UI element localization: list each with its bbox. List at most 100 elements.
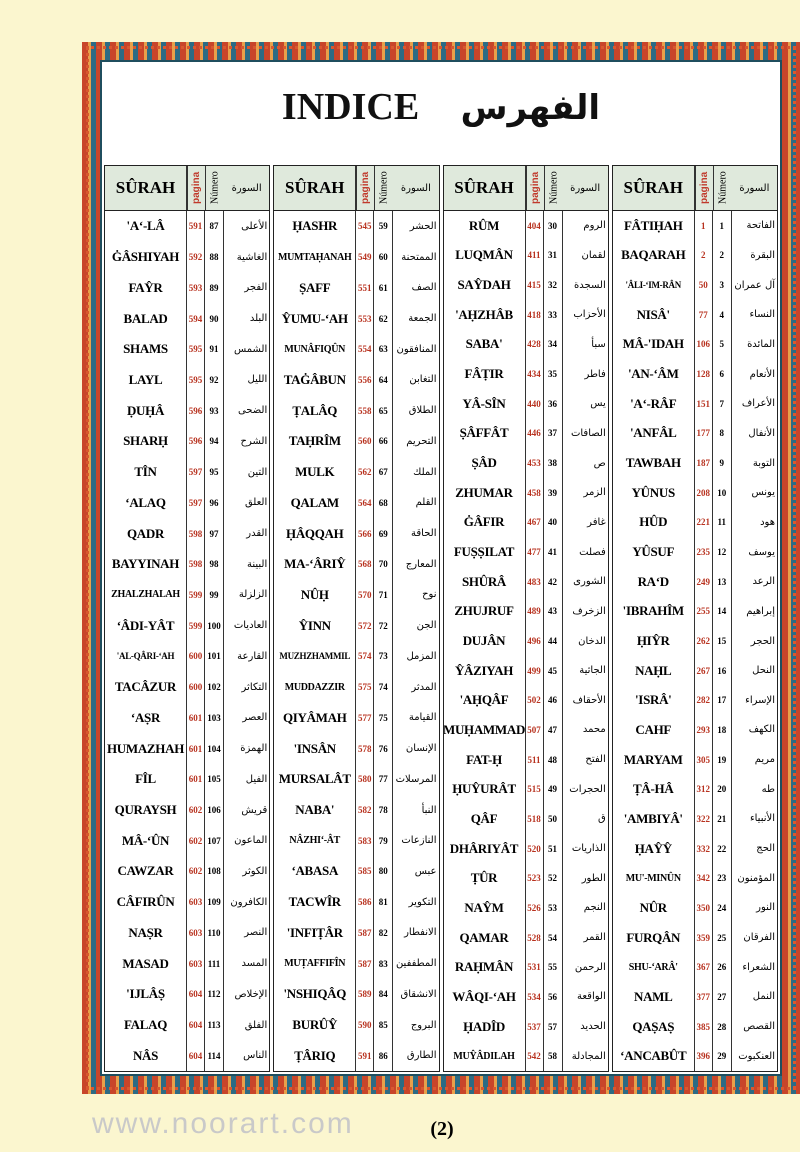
surah-number: 57 bbox=[544, 1011, 563, 1042]
surah-latin-name: NÛḤ bbox=[274, 579, 357, 611]
table-row: ZHALZHALAH 599 99 الزلزلة bbox=[105, 579, 269, 611]
surah-latin-name: 'INFIṬÂR bbox=[274, 917, 357, 949]
surah-number: 110 bbox=[205, 917, 224, 949]
table-row: QÂF 518 50 ق bbox=[444, 804, 608, 834]
surah-number: 7 bbox=[713, 388, 732, 419]
surah-latin-name: 'AMBIYÂ' bbox=[613, 804, 695, 834]
surah-table: SÛRAH pagina Número السورة ḤASHR 545 59 الحشر MU… bbox=[273, 165, 440, 1072]
surah-arabic-name: التوبة bbox=[752, 457, 775, 469]
surah-arabic-name: ق bbox=[597, 813, 606, 825]
table-row: SHU-‘ARÂ' 367 26 الشعراء bbox=[613, 952, 777, 983]
surah-arabic-name: المعارج bbox=[405, 558, 437, 570]
page-number-cell: 604 bbox=[187, 1009, 205, 1041]
surah-latin-name: SHARḤ bbox=[105, 426, 187, 457]
table-row: ṢAFF 551 61 الصف bbox=[274, 272, 438, 304]
table-row: WÂQI-‘AH 534 56 الواقعة bbox=[444, 982, 608, 1012]
surah-number: 90 bbox=[205, 303, 224, 334]
surah-arabic-name: الغاشية bbox=[236, 251, 268, 263]
surah-latin-name: FÎL bbox=[105, 763, 187, 795]
table-row: 'ANFÂL 177 8 الأنفال bbox=[613, 418, 777, 449]
table-row: 'IBRAHÎM 255 14 إبراهيم bbox=[613, 596, 777, 627]
surah-arabic-name: الحجرات bbox=[569, 783, 606, 795]
surah-number: 48 bbox=[544, 744, 563, 775]
table-row: QADR 598 97 القدر bbox=[105, 518, 269, 549]
surah-arabic-name: الأنبياء bbox=[749, 813, 775, 825]
surah-number: 114 bbox=[205, 1040, 224, 1072]
table-row: NABA' 582 78 النبأ bbox=[274, 794, 438, 826]
table-row: ṢÂFFÂT 446 37 الصافات bbox=[444, 418, 608, 449]
header-numero: Número bbox=[543, 166, 563, 210]
table-row: SHÛRÂ 483 42 الشورى bbox=[444, 566, 608, 597]
page-number-cell: 602 bbox=[187, 794, 205, 826]
surah-arabic-name: الانفطار bbox=[404, 927, 437, 939]
page-number-cell: 601 bbox=[187, 702, 205, 734]
surah-number: 45 bbox=[544, 655, 563, 686]
surah-latin-name: TÎN bbox=[105, 456, 187, 488]
table-row: ḤADÎD 537 57 الحديد bbox=[444, 1011, 608, 1042]
page-number-cell: 2 bbox=[695, 240, 713, 271]
surah-latin-name: NÛR bbox=[613, 893, 695, 923]
page-number-cell: 489 bbox=[526, 596, 544, 627]
surah-arabic-name: القيامة bbox=[408, 712, 437, 724]
page-number-cell: 594 bbox=[187, 303, 205, 334]
page-number-cell: 415 bbox=[526, 270, 544, 300]
page-number-cell: 599 bbox=[187, 579, 205, 611]
surah-arabic-name: الفرقان bbox=[743, 932, 775, 944]
surah-latin-name: RA‘D bbox=[613, 566, 695, 597]
surah-number: 67 bbox=[374, 456, 394, 488]
page-number-cell: 187 bbox=[695, 448, 713, 478]
surah-latin-name: NÂS bbox=[105, 1040, 187, 1072]
table-row: 'A‘-RÂF 151 7 الأعراف bbox=[613, 388, 777, 419]
surah-number: 54 bbox=[544, 922, 563, 953]
surah-arabic-name: لقمان bbox=[581, 249, 606, 261]
surah-number: 2 bbox=[713, 240, 732, 271]
surah-arabic-name: المؤمنون bbox=[737, 872, 775, 884]
surah-latin-name: FALAQ bbox=[105, 1009, 187, 1041]
surah-latin-name: ṬALÂQ bbox=[274, 395, 357, 427]
surah-latin-name: ‘ALAQ bbox=[105, 487, 187, 519]
surah-number: 36 bbox=[544, 388, 563, 419]
surah-latin-name: ḤADÎD bbox=[444, 1011, 526, 1042]
page-number-cell: 597 bbox=[187, 456, 205, 488]
surah-latin-name: MUṬAFFIFÎN bbox=[274, 948, 357, 979]
surah-arabic-name: الحشر bbox=[409, 220, 437, 232]
table-row: QALAM 564 68 القلم bbox=[274, 487, 438, 519]
page-number-cell: 586 bbox=[356, 886, 375, 918]
surah-arabic-name: الذاريات bbox=[571, 843, 606, 855]
surah-latin-name: 'ISRÂ' bbox=[613, 685, 695, 716]
header-surah: SÛRAH bbox=[444, 166, 526, 210]
page-number-cell: 177 bbox=[695, 418, 713, 449]
page-number-cell: 585 bbox=[356, 856, 375, 887]
header-pagina: pagina bbox=[525, 166, 544, 210]
surah-latin-name: ZHALZHALAH bbox=[105, 579, 187, 611]
table-row: LAYL 595 92 الليل bbox=[105, 364, 269, 396]
page-number-cell: 577 bbox=[356, 702, 375, 734]
page-number-cell: 262 bbox=[695, 626, 713, 656]
surah-arabic-name: الواقعة bbox=[577, 991, 606, 1003]
page-number-cell: 511 bbox=[526, 744, 544, 775]
surah-latin-name: FURQÂN bbox=[613, 922, 695, 953]
table-row: QURAYSH 602 106 قريش bbox=[105, 794, 269, 826]
surah-latin-name: ĠÂSHIYAH bbox=[105, 241, 187, 273]
table-row: ‘ANCABÛT 396 29 العنكبوت bbox=[613, 1041, 777, 1072]
surah-latin-name: ‘ÂDI-YÂT bbox=[105, 610, 187, 642]
page-number-cell: 255 bbox=[695, 596, 713, 627]
table-row: SHARḤ 596 94 الشرح bbox=[105, 426, 269, 457]
surah-number: 9 bbox=[713, 448, 732, 478]
surah-latin-name: 'AḤQÂF bbox=[444, 685, 526, 716]
surah-arabic-name: القلم bbox=[415, 497, 437, 509]
surah-arabic-name: النور bbox=[756, 902, 775, 914]
page-number-cell: 592 bbox=[187, 241, 205, 273]
table-row: QAṢAṢ 385 28 القصص bbox=[613, 1011, 777, 1042]
surah-arabic-name: الملك bbox=[413, 466, 437, 478]
surah-arabic-name: النساء bbox=[749, 309, 775, 321]
table-row: YÛNUS 208 10 يونس bbox=[613, 477, 777, 508]
page-number-cell: 590 bbox=[356, 1009, 375, 1041]
surah-number: 62 bbox=[374, 303, 394, 334]
surah-number: 13 bbox=[713, 566, 732, 597]
table-row: NISÂ' 77 4 النساء bbox=[613, 299, 777, 330]
surah-arabic-name: الروم bbox=[583, 220, 606, 232]
surah-number: 60 bbox=[374, 241, 394, 273]
surah-latin-name: 'ÂLI-‘IM-RÂN bbox=[613, 270, 695, 300]
header-pagina: pagina bbox=[356, 166, 375, 210]
